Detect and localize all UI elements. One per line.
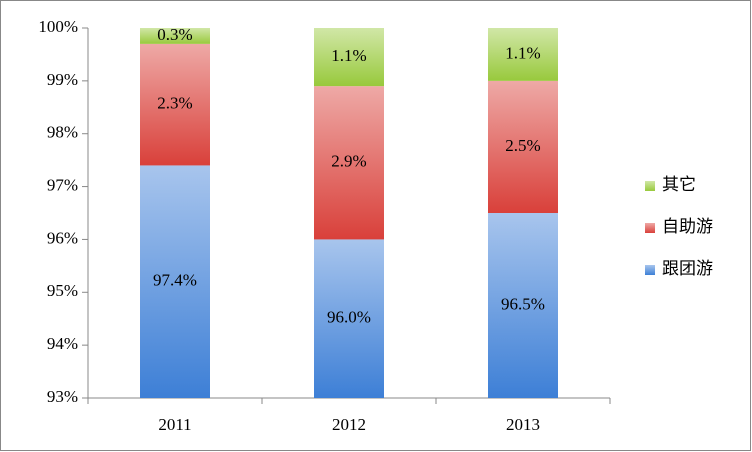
data-label: 2.5% (505, 136, 540, 155)
data-label: 2.3% (157, 94, 192, 113)
legend-swatch (645, 181, 655, 191)
bar-segment (488, 213, 558, 398)
bar-segment (314, 239, 384, 398)
y-tick-label: 96% (47, 228, 78, 247)
bar-segment (314, 28, 384, 87)
y-tick-label: 99% (47, 70, 78, 89)
bar-segment (140, 28, 210, 44)
legend-label: 自助游 (662, 217, 713, 236)
x-tick-label: 2012 (332, 415, 366, 434)
legend-swatch (645, 223, 655, 233)
x-tick-label: 2011 (158, 415, 191, 434)
data-label: 96.5% (501, 294, 545, 313)
legend-label: 其它 (662, 175, 696, 194)
y-tick-label: 98% (47, 123, 78, 142)
y-tick-label: 97% (47, 175, 78, 194)
bar-segment (140, 165, 210, 398)
bar-segment (314, 86, 384, 240)
x-tick-label: 2013 (506, 415, 540, 434)
bar-segment (140, 43, 210, 166)
data-label: 1.1% (505, 43, 540, 62)
legend-swatch (645, 265, 655, 275)
data-label: 0.3% (157, 25, 192, 44)
bar-segment (488, 80, 558, 213)
data-label: 96.0% (327, 308, 371, 327)
y-tick-label: 93% (47, 387, 78, 406)
data-label: 2.9% (331, 152, 366, 171)
y-tick-label: 100% (38, 17, 78, 36)
bar-segment (488, 28, 558, 81)
y-tick-label: 95% (47, 281, 78, 300)
data-label: 1.1% (331, 46, 366, 65)
legend-label: 跟团游 (662, 259, 713, 278)
y-tick-label: 94% (47, 334, 78, 353)
data-label: 97.4% (153, 271, 197, 290)
